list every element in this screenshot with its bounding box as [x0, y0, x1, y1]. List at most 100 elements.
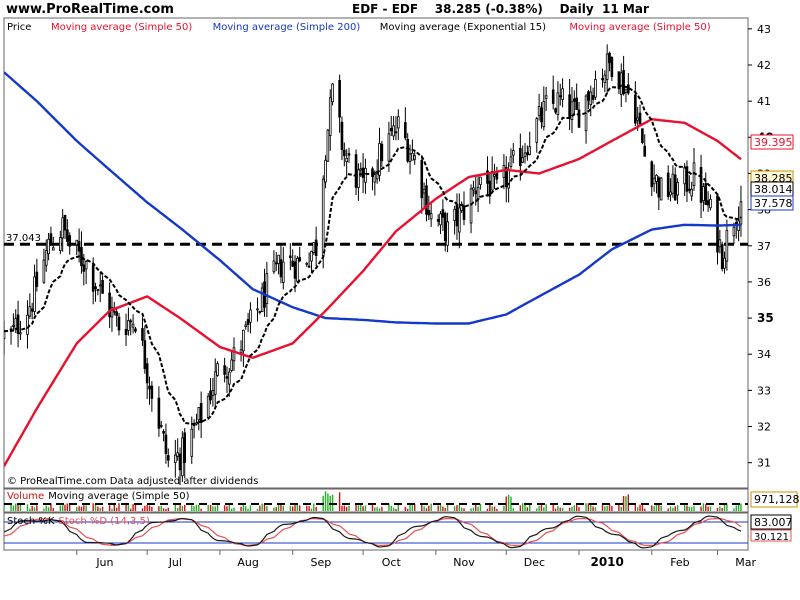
candle-body	[392, 125, 395, 137]
candle-body	[51, 247, 55, 251]
volume-bar	[641, 503, 644, 511]
candle-body	[490, 171, 494, 191]
candle-body	[455, 203, 459, 227]
volume-bar	[526, 507, 529, 511]
volume-bar	[428, 505, 430, 511]
volume-bar	[31, 505, 33, 511]
candle-body	[634, 94, 637, 124]
candle-body	[94, 286, 97, 290]
candle-body	[305, 262, 309, 265]
candle-body	[324, 159, 327, 183]
candle-body	[117, 316, 121, 331]
volume-bar	[409, 503, 411, 511]
candle-body	[528, 146, 532, 155]
candle-body	[354, 154, 358, 188]
volume-bar	[390, 505, 392, 511]
volume-bar	[639, 504, 641, 511]
candle-body	[321, 178, 325, 257]
volume-bar	[585, 503, 587, 511]
candle-body	[650, 161, 654, 188]
time-tick-label: Feb	[670, 556, 689, 569]
candle-body	[462, 205, 466, 220]
candle-body	[164, 434, 168, 454]
volume-bar	[543, 507, 545, 511]
price-tick-label: 41	[757, 95, 771, 108]
legend-item: Moving average (Simple 50)	[569, 22, 710, 33]
volume-bar	[115, 507, 118, 511]
candle-body	[425, 185, 428, 215]
volume-bar	[64, 504, 66, 511]
volume-bar	[360, 504, 362, 511]
candle-body	[556, 92, 560, 116]
candle-body	[364, 167, 367, 183]
volume-bar	[249, 505, 252, 511]
volume-bar	[256, 508, 259, 511]
stoch-k-label: Stoch %K	[7, 516, 55, 527]
candle-body	[4, 330, 6, 340]
volume-bar	[737, 503, 740, 511]
candle-body	[704, 183, 708, 205]
candle-body	[542, 101, 546, 128]
candle-body	[75, 239, 79, 246]
volume-bar	[573, 505, 576, 511]
candle-body	[573, 98, 576, 102]
candle-body	[129, 320, 133, 323]
candle-body	[406, 138, 409, 162]
support-label: 37.043	[6, 233, 41, 244]
volume-bar	[545, 504, 547, 511]
volume-bar	[26, 504, 29, 511]
candle-body	[706, 200, 710, 206]
candle-body	[443, 212, 447, 242]
volume-bar	[33, 507, 36, 511]
volume-bar	[491, 506, 493, 511]
volume-bar	[364, 505, 367, 511]
candle-body	[249, 309, 252, 323]
volume-bar	[578, 507, 580, 511]
stoch-title: Stoch %K Stoch %D (14,3,5)	[7, 516, 150, 527]
candle-body	[544, 95, 548, 99]
volume-title: Volume Moving average (Simple 50)	[7, 491, 190, 502]
candle-body	[82, 264, 86, 272]
candle-body	[190, 428, 194, 457]
time-tick-label: Aug	[237, 556, 258, 569]
volume-bar	[458, 504, 461, 511]
candle-body	[589, 91, 593, 105]
price-tick-label: 36	[757, 276, 771, 289]
candle-body	[66, 229, 69, 242]
price-axis: 31323334353637383940414243	[748, 23, 774, 470]
candle-body	[293, 261, 297, 279]
price-tick-label: 35	[757, 311, 774, 325]
volume-bar	[61, 505, 64, 511]
volume-bar	[540, 503, 543, 511]
volume-bar	[144, 505, 146, 511]
time-tick-label: Jul	[168, 556, 182, 569]
candle-body	[526, 152, 529, 156]
volume-bar	[740, 503, 742, 511]
stoch-plot-area	[4, 515, 748, 549]
volume-bar	[634, 504, 637, 511]
candle-body	[690, 188, 693, 197]
volume-bar	[43, 508, 45, 511]
candle-body	[657, 177, 661, 198]
volume-bar	[296, 504, 299, 511]
candle-body	[641, 128, 644, 143]
volume-bar	[174, 503, 177, 511]
candle-body	[420, 160, 424, 199]
candle-body	[504, 167, 508, 188]
volume-bar	[355, 504, 357, 511]
candle-body	[638, 112, 642, 125]
volume-bar	[308, 506, 310, 511]
volume-bar	[705, 504, 707, 511]
candle-body	[166, 455, 170, 461]
candle-body	[702, 186, 705, 202]
volume-bar	[289, 505, 292, 511]
candle-body	[427, 210, 431, 216]
volume-bar	[669, 506, 672, 511]
volume-bar	[479, 503, 482, 511]
time-tick-label: 2010	[590, 555, 623, 569]
chart-legend: Price Moving average (Simple 50) Moving av…	[7, 22, 711, 33]
volume-bar	[381, 506, 383, 511]
volume-bar	[59, 505, 62, 511]
volume-bar	[608, 503, 611, 511]
candle-body	[16, 314, 20, 334]
